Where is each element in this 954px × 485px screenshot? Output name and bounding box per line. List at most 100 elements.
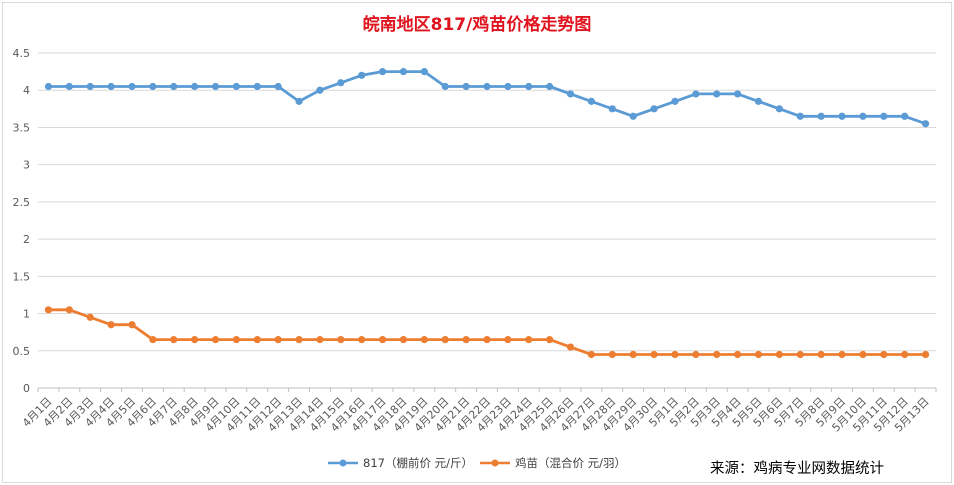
- y-tick-label: 1.5: [13, 270, 31, 283]
- y-tick-label: 3.5: [13, 121, 31, 134]
- data-point: [337, 79, 345, 87]
- data-point: [880, 350, 888, 359]
- data-point: [170, 82, 178, 91]
- data-point: [462, 82, 470, 91]
- data-point: [358, 336, 366, 344]
- data-point: [441, 82, 449, 91]
- y-tick-label: 0: [23, 382, 30, 395]
- y-tick-label: 1: [23, 308, 30, 321]
- series-0: [44, 68, 930, 128]
- data-point: [441, 336, 449, 344]
- y-gridlines: [38, 52, 936, 389]
- data-point: [44, 82, 53, 91]
- source-note: 来源：鸡病专业网数据统计: [710, 460, 884, 477]
- data-point: [232, 82, 240, 91]
- data-point: [692, 90, 700, 98]
- legend-label-817: 817（棚前价 元/斤）: [363, 456, 473, 470]
- data-point: [525, 336, 533, 344]
- data-point: [44, 306, 53, 314]
- data-point: [859, 112, 867, 120]
- data-point: [483, 336, 491, 344]
- series-layer: [44, 68, 930, 359]
- data-point: [399, 68, 408, 76]
- data-point: [378, 336, 387, 344]
- data-point: [316, 86, 324, 94]
- data-point: [859, 350, 867, 359]
- series-1: [44, 306, 930, 359]
- y-tick-label: 4: [23, 84, 30, 97]
- data-point: [650, 105, 658, 113]
- data-point: [504, 82, 512, 91]
- data-point: [629, 350, 637, 359]
- data-point: [921, 350, 930, 359]
- y-axis-ticks: 0 0.5 1 1.5 2 2.5 3 3.5 4 4.5: [13, 47, 31, 395]
- data-point: [211, 82, 220, 91]
- legend: 817（棚前价 元/斤） 鸡苗（混合价 元/羽）: [328, 456, 626, 470]
- data-point: [232, 336, 240, 344]
- data-point: [462, 336, 470, 344]
- data-point: [838, 112, 846, 120]
- data-point: [86, 313, 94, 321]
- data-point: [817, 350, 825, 359]
- data-point: [692, 350, 700, 359]
- x-axis-ticks: 4月1日4月2日4月3日4月4日4月5日4月6日4月7日4月8日4月9日4月10…: [20, 388, 937, 435]
- data-point: [796, 112, 804, 120]
- data-point: [880, 112, 888, 120]
- data-point: [921, 120, 930, 128]
- data-point: [128, 321, 136, 329]
- data-point: [337, 336, 345, 344]
- data-point: [128, 82, 136, 91]
- data-point: [149, 336, 157, 344]
- legend-dot-817: [339, 459, 347, 467]
- data-point: [274, 82, 282, 91]
- data-point: [149, 82, 157, 91]
- data-point: [274, 336, 282, 344]
- data-point: [650, 350, 658, 359]
- y-tick-label: 3: [23, 159, 30, 172]
- data-point: [838, 350, 846, 359]
- data-point: [901, 112, 909, 120]
- data-point: [546, 336, 554, 344]
- data-point: [253, 336, 261, 344]
- data-point: [796, 350, 804, 359]
- data-point: [754, 97, 763, 105]
- y-tick-label: 0.5: [13, 345, 31, 358]
- data-point: [295, 336, 303, 344]
- data-point: [65, 306, 73, 314]
- data-point: [525, 82, 533, 91]
- data-point: [629, 112, 637, 120]
- data-point: [358, 71, 366, 79]
- data-point: [754, 350, 763, 359]
- data-point: [253, 82, 261, 91]
- data-point: [671, 350, 679, 359]
- data-point: [191, 336, 199, 344]
- data-point: [775, 350, 783, 359]
- data-point: [734, 90, 742, 98]
- data-point: [587, 350, 596, 359]
- data-point: [671, 97, 679, 105]
- y-tick-label: 2: [23, 233, 30, 246]
- data-point: [86, 82, 94, 91]
- data-point: [378, 68, 387, 76]
- data-point: [170, 336, 178, 344]
- data-point: [504, 336, 512, 344]
- data-point: [901, 350, 909, 359]
- data-point: [316, 336, 324, 344]
- series-line-0: [48, 70, 927, 126]
- data-point: [608, 105, 616, 113]
- legend-dot-chick: [491, 459, 499, 467]
- data-point: [546, 82, 554, 91]
- data-point: [107, 82, 115, 91]
- data-point: [566, 343, 575, 351]
- data-point: [483, 82, 491, 91]
- data-point: [817, 112, 825, 120]
- series-line-1: [48, 308, 926, 356]
- data-point: [420, 336, 428, 344]
- data-point: [713, 350, 721, 359]
- y-tick-label: 2.5: [13, 196, 31, 209]
- data-point: [65, 82, 73, 91]
- legend-label-chick: 鸡苗（混合价 元/羽）: [515, 456, 626, 470]
- data-point: [107, 321, 115, 329]
